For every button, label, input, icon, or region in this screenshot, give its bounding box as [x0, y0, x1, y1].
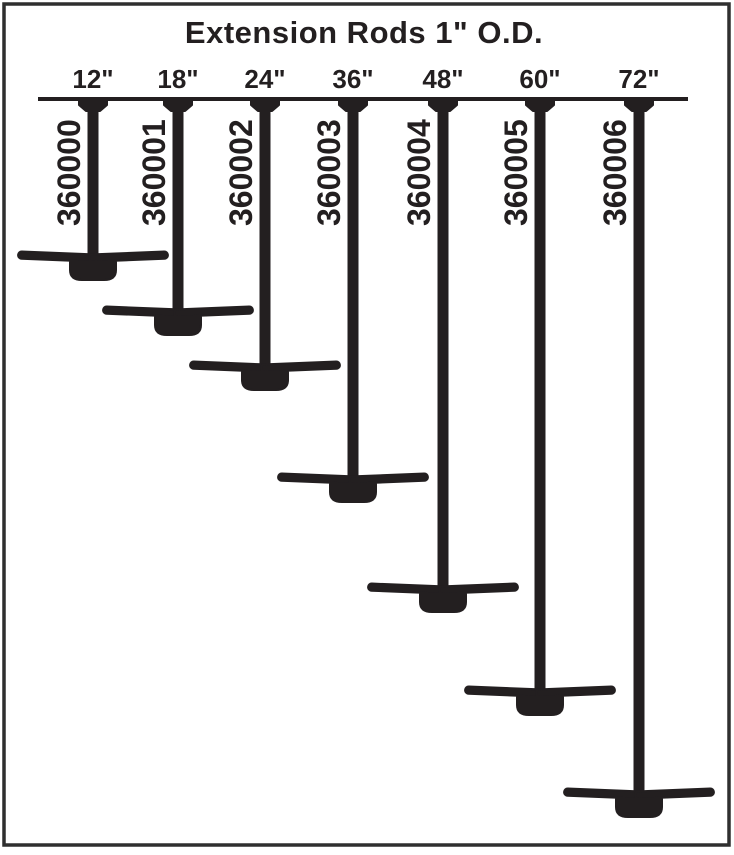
fan-silhouette	[563, 787, 715, 818]
size-label: 60"	[519, 64, 560, 94]
part-number: 360000	[51, 119, 87, 226]
rods-layer: 12"36000018"36000124"36000236"36000348"3…	[17, 64, 715, 818]
fan-motor-housing	[419, 593, 467, 613]
fan-blade-left	[277, 472, 358, 485]
fan-blade-right	[88, 250, 169, 263]
fan-silhouette	[277, 472, 429, 503]
size-label: 18"	[157, 64, 198, 94]
mount-bracket	[163, 97, 193, 112]
fan-motor-housing	[615, 798, 663, 818]
rod-item: 18" 360001	[102, 64, 254, 336]
rod-item: 36" 360003	[277, 64, 429, 503]
fan-blade-left	[102, 305, 183, 318]
mount-bracket	[428, 97, 458, 112]
size-label: 36"	[332, 64, 373, 94]
size-label: 12"	[72, 64, 113, 94]
part-number: 360006	[597, 119, 633, 226]
fan-blade-left	[563, 787, 644, 800]
rod-item: 72" 360006	[563, 64, 715, 818]
fan-silhouette	[102, 305, 254, 336]
rod-item: 48" 360004	[367, 64, 519, 613]
rod-item: 60" 360005	[464, 64, 616, 716]
mount-bracket	[338, 97, 368, 112]
figure-title: Extension Rods 1" O.D.	[185, 15, 543, 50]
size-label: 48"	[422, 64, 463, 94]
fan-motor-housing	[516, 696, 564, 716]
rod-item: 24" 360002	[189, 64, 341, 391]
fan-motor-housing	[241, 371, 289, 391]
fan-motor-housing	[329, 483, 377, 503]
rod-item: 12" 360000	[17, 64, 169, 281]
part-number: 360005	[498, 119, 534, 226]
fan-silhouette	[189, 360, 341, 391]
part-number: 360001	[136, 119, 172, 226]
fan-motor-housing	[154, 316, 202, 336]
fan-blade-left	[17, 250, 98, 263]
mount-bracket	[78, 97, 108, 112]
fan-blade-left	[189, 360, 270, 373]
mount-bracket	[525, 97, 555, 112]
fan-silhouette	[367, 582, 519, 613]
fan-blade-right	[438, 582, 519, 595]
part-number: 360004	[401, 119, 437, 226]
mount-bracket	[250, 97, 280, 112]
fan-blade-right	[173, 305, 254, 318]
fan-blade-right	[260, 360, 341, 373]
size-label: 24"	[244, 64, 285, 94]
fan-silhouette	[464, 685, 616, 716]
fan-motor-housing	[69, 261, 117, 281]
fan-blade-left	[367, 582, 448, 595]
fan-blade-right	[634, 787, 715, 800]
part-number: 360003	[311, 119, 347, 226]
fan-silhouette	[17, 250, 169, 281]
fan-blade-left	[464, 685, 545, 698]
size-label: 72"	[618, 64, 659, 94]
fan-blade-right	[535, 685, 616, 698]
fan-blade-right	[348, 472, 429, 485]
part-number: 360002	[223, 119, 259, 226]
mount-bracket	[624, 97, 654, 112]
